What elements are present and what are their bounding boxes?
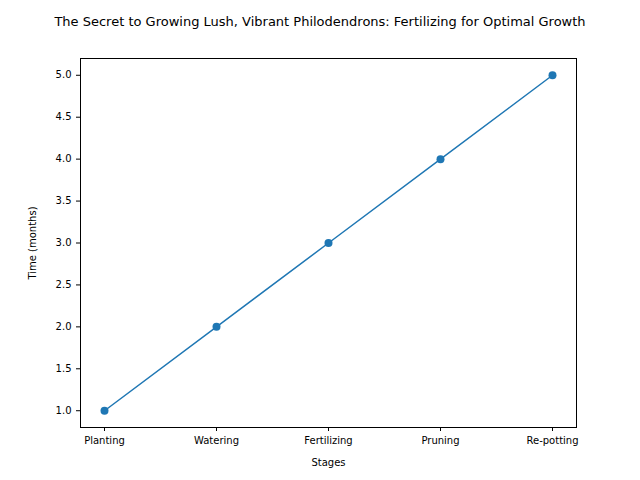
- svg-text:5.0: 5.0: [56, 69, 72, 80]
- svg-text:3.0: 3.0: [56, 237, 72, 248]
- svg-text:1.0: 1.0: [56, 405, 72, 416]
- svg-text:Watering: Watering: [194, 435, 239, 446]
- svg-text:2.0: 2.0: [56, 321, 72, 332]
- svg-text:4.0: 4.0: [56, 153, 72, 164]
- svg-text:Time (months): Time (months): [27, 206, 38, 280]
- svg-text:Stages: Stages: [311, 457, 345, 468]
- svg-text:3.5: 3.5: [56, 195, 72, 206]
- svg-text:1.5: 1.5: [56, 363, 72, 374]
- html-text:The Secret to Growing Lush, Vi: The Secret to Growing Lush, Vibrant Phil…: [54, 14, 586, 29]
- svg-text:Pruning: Pruning: [421, 435, 459, 446]
- svg-text:2.5: 2.5: [56, 279, 72, 290]
- svg-text:Planting: Planting: [84, 435, 125, 446]
- svg-text:4.5: 4.5: [56, 111, 72, 122]
- svg-text:Fertilizing: Fertilizing: [304, 435, 352, 446]
- svg-text:Re-potting: Re-potting: [526, 435, 578, 446]
